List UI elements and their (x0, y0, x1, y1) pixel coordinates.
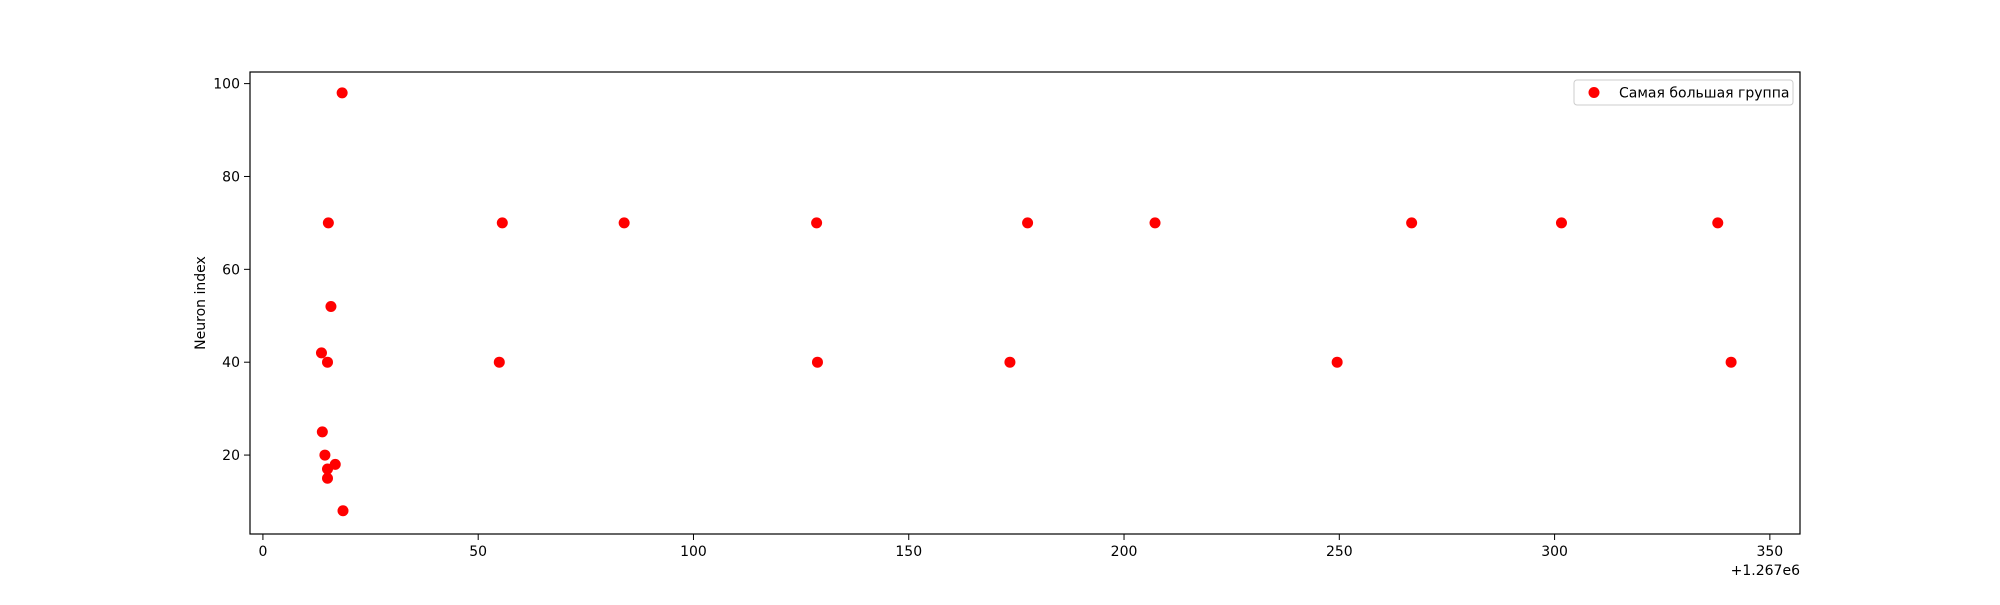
data-point (1022, 217, 1034, 229)
data-point (1725, 356, 1737, 368)
y-tick-label: 40 (222, 355, 240, 371)
data-point (1555, 217, 1567, 229)
data-points (315, 87, 1737, 517)
x-tick-label: 250 (1326, 544, 1353, 560)
data-point (1712, 217, 1724, 229)
data-point (618, 217, 630, 229)
x-tick-label: 150 (895, 544, 922, 560)
x-tick-label: 200 (1111, 544, 1138, 560)
legend-label: Самая большая группа (1619, 86, 1789, 102)
y-tick-label: 80 (222, 169, 240, 185)
legend: Самая большая группа (1573, 79, 1794, 106)
data-point (1406, 217, 1418, 229)
legend-box (1573, 79, 1794, 106)
data-point (496, 217, 508, 229)
data-point (493, 356, 505, 368)
axis-ticks: 0 50 100 150 200 250 300 350 20 40 60 80 100 (213, 77, 1783, 560)
data-point (322, 356, 333, 368)
y-tick-label: 60 (222, 262, 240, 278)
data-point (315, 347, 327, 359)
data-point (1149, 217, 1161, 229)
data-point (322, 472, 333, 484)
data-point (316, 426, 328, 438)
data-point (811, 356, 823, 368)
y-axis-label: Neuron index (193, 256, 209, 350)
data-point (1004, 356, 1016, 368)
data-point (1331, 356, 1343, 368)
data-point (811, 217, 823, 229)
y-tick-label: 100 (213, 77, 240, 93)
data-point (329, 458, 341, 470)
x-tick-label: 50 (469, 544, 487, 560)
data-point (337, 505, 349, 517)
x-tick-label: 0 (258, 544, 267, 560)
data-point (319, 449, 331, 461)
x-tick-label: 100 (680, 544, 707, 560)
x-tick-label: 300 (1541, 544, 1568, 560)
plot-frame (249, 71, 1801, 535)
data-point (336, 87, 348, 99)
x-offset-label: +1.267e6 (1731, 563, 1800, 579)
x-tick-label: 350 (1756, 544, 1783, 560)
legend-marker (1588, 87, 1600, 98)
data-point (322, 217, 334, 229)
data-point (325, 300, 337, 312)
y-tick-label: 20 (222, 448, 240, 464)
